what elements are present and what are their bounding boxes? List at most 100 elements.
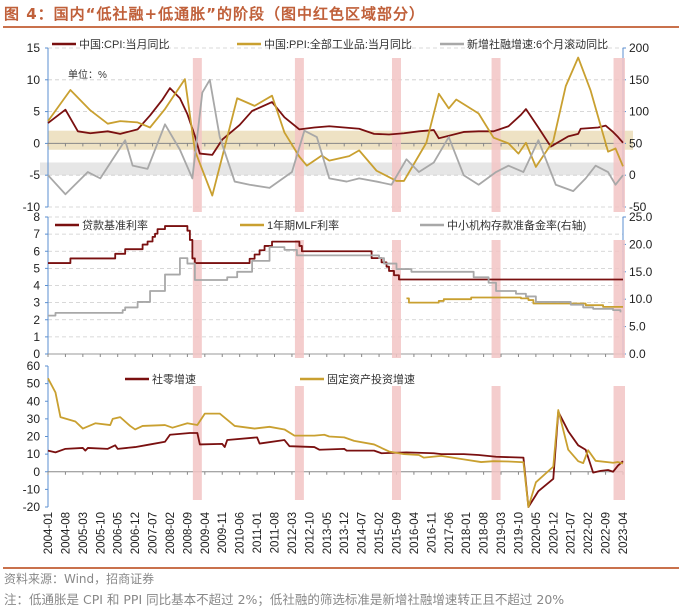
y2-tick-label: 20.0 <box>629 237 653 251</box>
low-inflation-band <box>48 130 633 150</box>
legend-label: 固定资产投资增速 <box>327 372 415 386</box>
series-line <box>47 78 624 196</box>
title-rule <box>3 26 679 28</box>
y2-tick-label: 15.0 <box>629 265 653 279</box>
x-tick-label: 2006-12 <box>130 512 142 554</box>
highlight-period-band <box>391 58 401 212</box>
y-tick-label: -20 <box>23 500 41 514</box>
y2-tick-label: 100 <box>629 105 649 119</box>
highlight-period-band <box>613 386 625 500</box>
y2-tick-label: 25.0 <box>629 210 653 224</box>
note-text: 注：低通胀是 CPI 和 PPI 同比基本不超过 2%；低社融的筛选标准是新增社… <box>4 592 565 607</box>
y-tick-label: 60 <box>27 359 41 373</box>
x-tick-label: 2006-05 <box>113 512 125 554</box>
highlight-period-band <box>613 240 625 358</box>
x-tick-label: 2013-05 <box>322 512 334 554</box>
x-tick-label: 2005-10 <box>95 512 107 554</box>
x-tick-label: 2022-09 <box>601 512 613 554</box>
y-tick-label: 7 <box>33 227 40 241</box>
x-tick-label: 2009-11 <box>217 512 229 553</box>
y-tick-label: 2 <box>33 313 40 327</box>
x-tick-label: 2022-02 <box>583 512 595 554</box>
legend-label: 1年期MLF利率 <box>267 218 339 232</box>
y-tick-label: 50 <box>27 377 41 391</box>
x-tick-label: 2021-07 <box>566 512 578 554</box>
y-tick-label: 10 <box>27 73 41 87</box>
y-tick-label: 3 <box>33 296 40 310</box>
highlight-period-band <box>294 386 304 500</box>
y2-tick-label: 0.0 <box>629 347 646 361</box>
x-tick-label: 2016-04 <box>409 511 421 554</box>
y2-tick-label: -50 <box>629 200 647 214</box>
x-tick-label: 2017-06 <box>444 512 456 554</box>
highlight-period-band <box>491 240 501 358</box>
y2-tick-label: 5.0 <box>629 320 646 334</box>
y2-tick-label: 200 <box>629 41 649 55</box>
x-tick-label: 2010-06 <box>235 512 247 554</box>
y2-tick-label: 10.0 <box>629 292 653 306</box>
x-tick-label: 2005-03 <box>78 512 90 554</box>
y-tick-label: 0 <box>33 465 40 479</box>
x-tick-label: 2015-09 <box>391 512 403 554</box>
y-tick-label: 5 <box>33 105 40 119</box>
x-tick-label: 2007-07 <box>148 512 160 554</box>
series-line <box>48 225 623 281</box>
x-tick-label: 2019-10 <box>513 512 525 554</box>
footer-rule <box>3 567 679 569</box>
y-tick-label: 10 <box>27 447 41 461</box>
y-tick-label: 4 <box>33 279 40 293</box>
y-tick-label: -10 <box>23 200 41 214</box>
y-tick-label: -10 <box>23 482 41 496</box>
legend-label: 贷款基准利率 <box>82 218 148 232</box>
highlight-period-band <box>294 58 304 212</box>
legend-label: 新增社融增速:6个月滚动同比 <box>467 37 608 51</box>
y2-tick-label: 50 <box>629 136 643 150</box>
series-line <box>47 410 624 508</box>
figure-title: 图 4：国内“低社融+低通胀”的阶段（图中红色区域部分） <box>4 5 425 23</box>
x-tick-label: 2004-08 <box>60 512 72 554</box>
highlight-period-band <box>491 386 501 500</box>
legend-label: 社零增速 <box>152 372 196 386</box>
y-tick-label: 8 <box>33 210 40 224</box>
x-tick-label: 2016-11 <box>426 512 438 553</box>
y-tick-label: 15 <box>27 41 41 55</box>
series-line <box>48 246 622 317</box>
x-tick-label: 2008-09 <box>182 512 194 554</box>
x-tick-label: 2013-12 <box>339 512 351 554</box>
y-tick-label: 0 <box>33 136 40 150</box>
x-tick-label: 2020-12 <box>548 512 560 554</box>
x-tick-label: 2009-04 <box>200 511 212 554</box>
unit-annotation: 单位：% <box>68 68 107 81</box>
low-tsf-band <box>40 162 623 176</box>
y-tick-label: 30 <box>27 412 41 426</box>
x-tick-label: 2023-04 <box>618 511 630 554</box>
x-tick-label: 2012-03 <box>287 512 299 554</box>
highlight-period-band <box>391 240 401 358</box>
y2-tick-label: 0 <box>629 168 636 182</box>
x-tick-label: 2014-07 <box>357 512 369 554</box>
y-tick-label: 40 <box>27 394 41 408</box>
series-line <box>406 296 623 308</box>
y-tick-label: -5 <box>29 168 40 182</box>
highlight-period-band <box>294 240 304 358</box>
legend-label: 中国:CPI:当月同比 <box>79 37 169 51</box>
x-tick-label: 2004-01 <box>43 512 55 554</box>
highlight-period-band <box>192 240 202 358</box>
y2-tick-label: 150 <box>629 73 649 87</box>
source-text: 资料来源：Wind，招商证券 <box>4 572 155 586</box>
highlight-period-band <box>192 386 202 500</box>
legend-label: 中国:PPI:全部工业品:当月同比 <box>264 37 412 51</box>
x-tick-label: 2008-02 <box>165 512 177 554</box>
x-tick-label: 2011-08 <box>270 512 282 553</box>
series-line <box>47 56 624 197</box>
highlight-period-band <box>491 58 501 212</box>
x-tick-label: 2020-05 <box>531 512 543 554</box>
legend-label: 中小机构存款准备金率(右轴) <box>447 218 586 232</box>
x-tick-label: 2011-01 <box>252 512 264 553</box>
x-tick-label: 2019-03 <box>496 512 508 554</box>
highlight-period-band <box>613 58 625 212</box>
x-tick-label: 2018-08 <box>479 512 491 554</box>
series-line <box>47 377 624 508</box>
